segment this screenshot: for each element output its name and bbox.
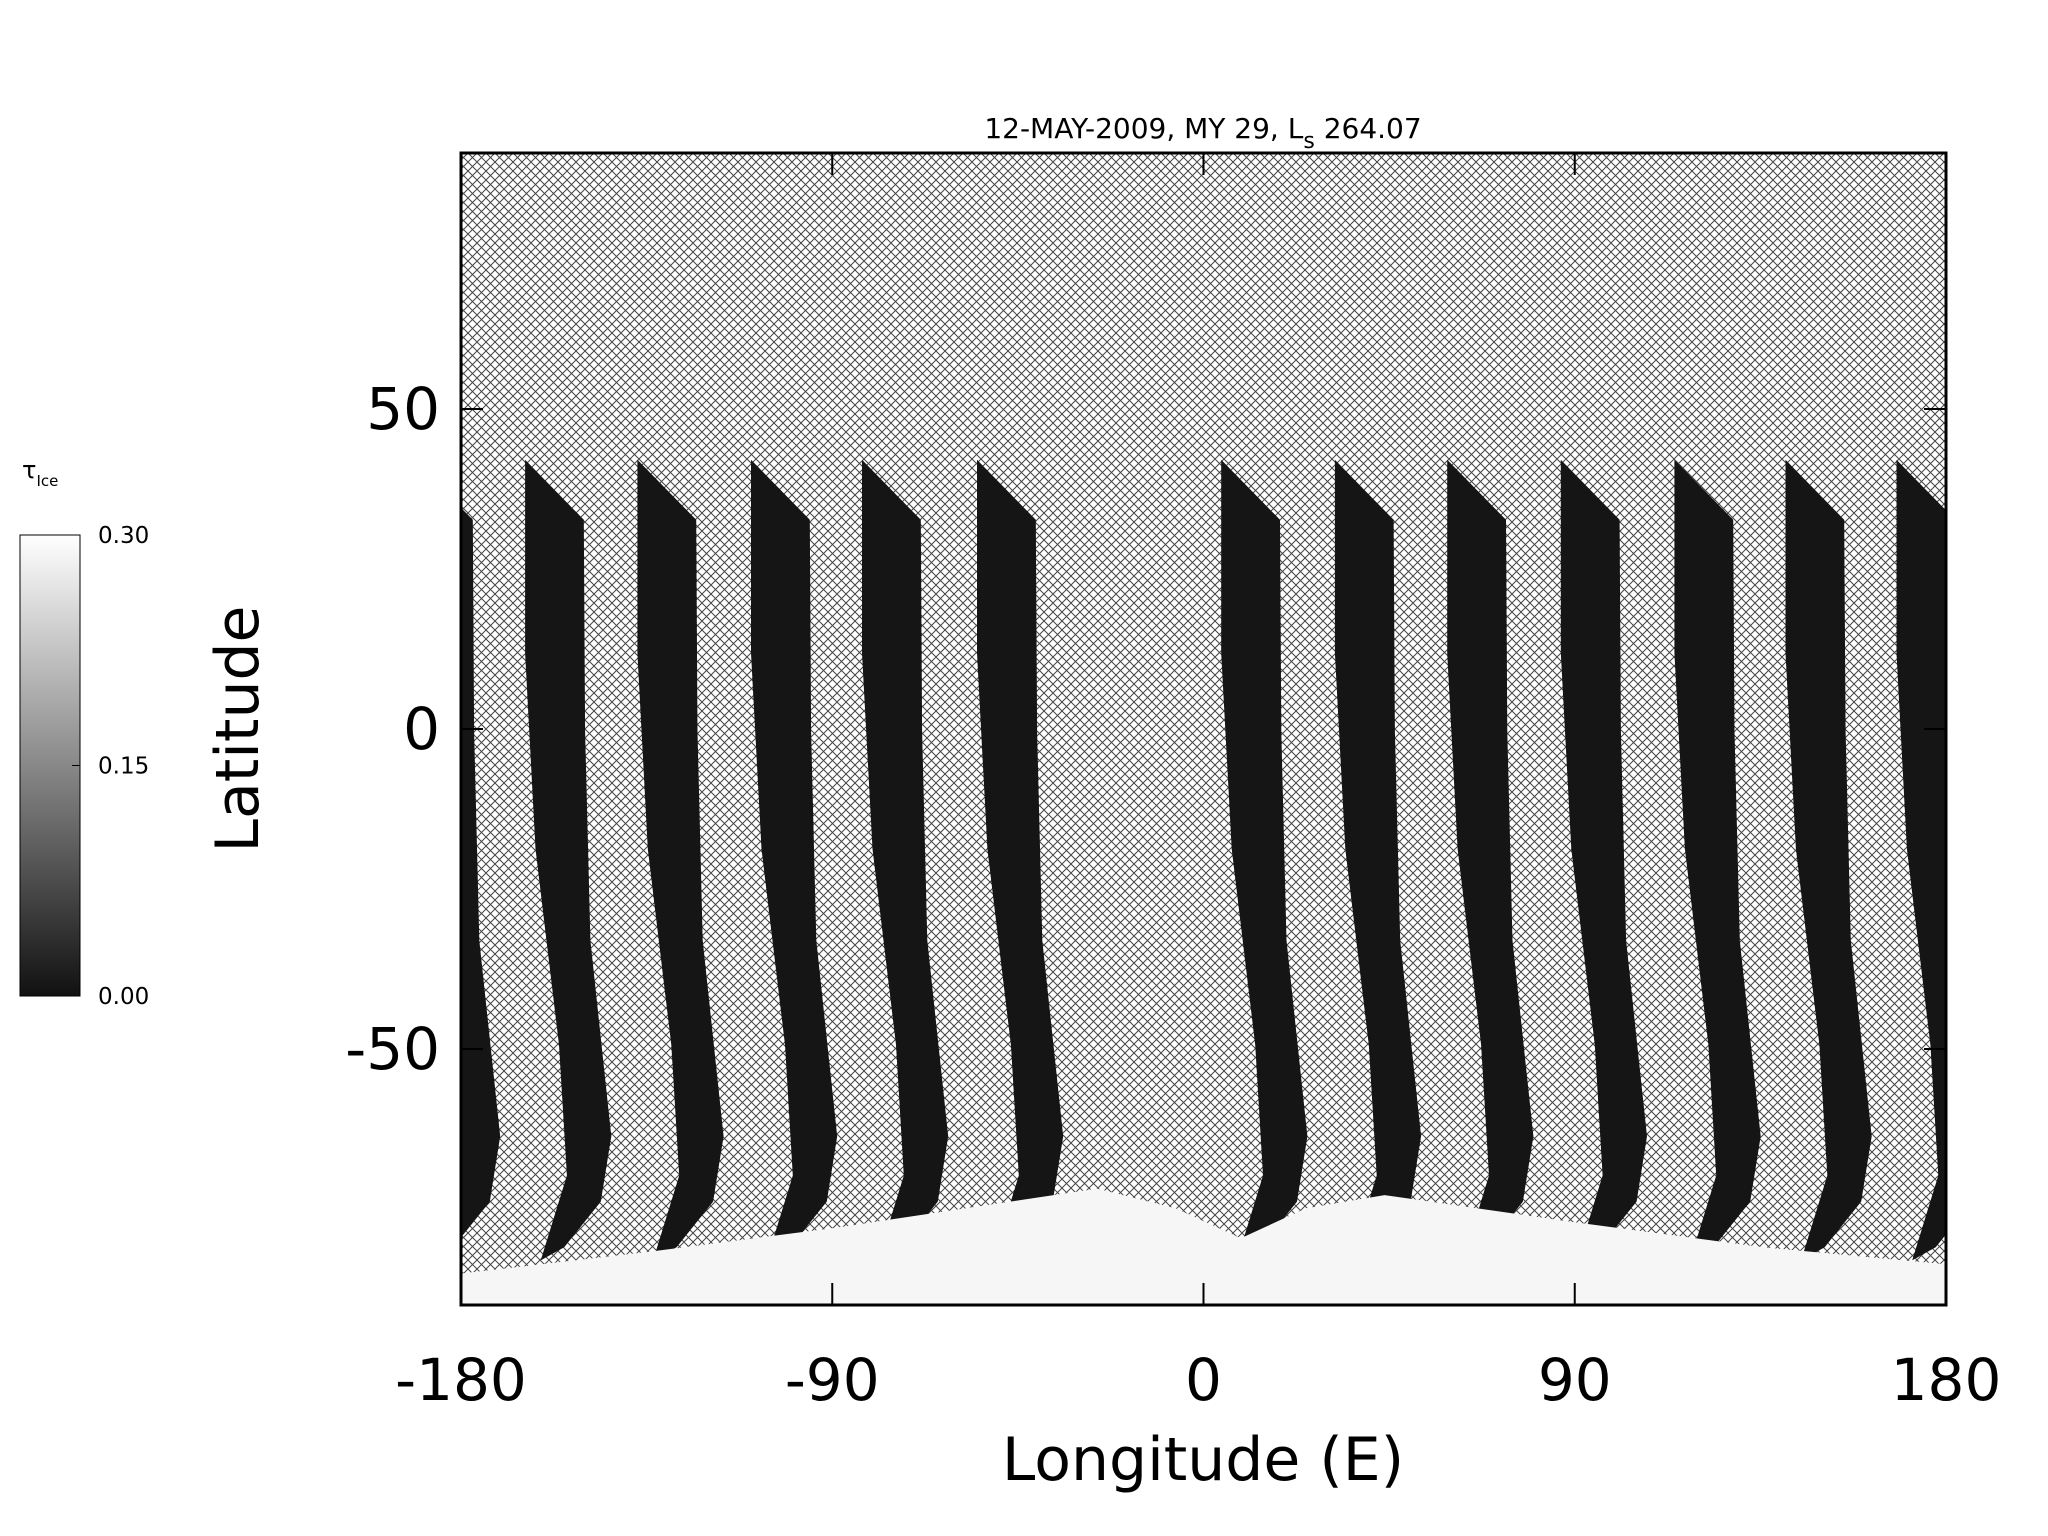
- swath: [1447, 459, 1534, 1261]
- polar-cap: [461, 1188, 1946, 1304]
- chart-title: 12-MAY-2009, MY 29, Ls 264.07: [984, 112, 1421, 154]
- x-tick-label: 180: [1891, 1346, 2002, 1414]
- swath: [461, 507, 501, 1238]
- x-axis-label: Longitude (E): [1002, 1425, 1404, 1495]
- swath: [1896, 459, 1946, 1261]
- swath: [1334, 459, 1422, 1261]
- colorbar-tick-label: 0.00: [98, 984, 149, 1010]
- swath: [525, 459, 612, 1261]
- title-subscript: s: [1303, 129, 1314, 154]
- title-suffix: 264.07: [1315, 112, 1422, 145]
- swath: [1785, 459, 1872, 1261]
- colorbar-subscript: Ice: [36, 472, 58, 490]
- colorbar-tick-label: 0.15: [98, 754, 149, 780]
- y-tick-label: -50: [345, 1015, 440, 1083]
- colorbar: [19, 534, 81, 997]
- x-tick-label: 0: [1185, 1346, 1222, 1414]
- x-tick-label: -180: [395, 1346, 527, 1414]
- title-text: 12-MAY-2009, MY 29, L: [984, 112, 1303, 145]
- colorbar-label: τIce: [22, 456, 58, 490]
- plot-area: [461, 459, 1946, 1304]
- swath: [977, 459, 1064, 1261]
- y-tick-label: 0: [403, 695, 440, 763]
- x-tick-label: 90: [1538, 1346, 1612, 1414]
- swath: [862, 459, 949, 1261]
- y-tick-label: 50: [366, 375, 440, 443]
- y-axis-label: Latitude: [203, 606, 273, 853]
- swath: [1674, 459, 1761, 1261]
- swath: [751, 459, 838, 1261]
- swath: [1221, 459, 1308, 1261]
- x-tick-label: -90: [785, 1346, 880, 1414]
- colorbar-symbol: τ: [22, 456, 36, 484]
- swath: [1560, 459, 1647, 1261]
- swath: [637, 459, 724, 1261]
- colorbar-tick-label: 0.30: [98, 523, 149, 549]
